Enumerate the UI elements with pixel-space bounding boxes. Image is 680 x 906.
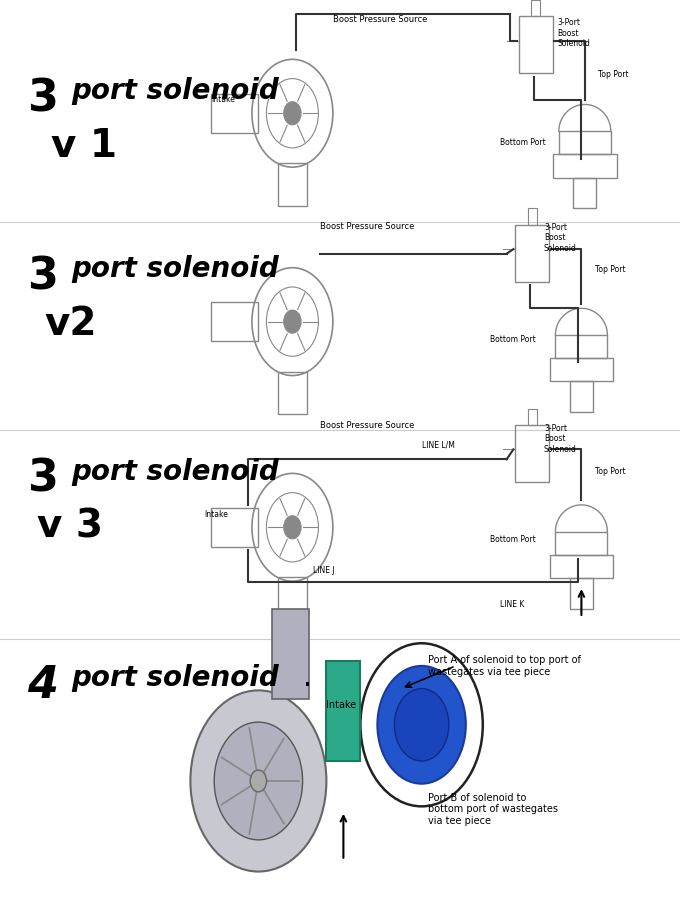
Text: 3: 3 xyxy=(27,458,58,500)
Circle shape xyxy=(377,666,466,784)
Bar xyxy=(573,178,596,208)
Bar xyxy=(556,335,607,358)
Bar xyxy=(278,577,307,620)
Text: port solenoid: port solenoid xyxy=(71,664,279,692)
Text: 3: 3 xyxy=(27,255,58,298)
Bar xyxy=(570,578,593,609)
Bar xyxy=(531,0,540,16)
Bar xyxy=(553,155,617,178)
Circle shape xyxy=(394,689,449,761)
Text: v2: v2 xyxy=(44,305,97,343)
Circle shape xyxy=(284,101,301,125)
Circle shape xyxy=(190,690,326,872)
Bar xyxy=(278,371,307,414)
Text: Intake: Intake xyxy=(326,700,356,710)
Text: Boost Pressure Source: Boost Pressure Source xyxy=(333,15,428,24)
Text: Port B of solenoid to
bottom port of wastegates
via tee piece: Port B of solenoid to bottom port of was… xyxy=(428,793,558,826)
Bar xyxy=(549,359,613,381)
Bar xyxy=(515,225,549,282)
Bar xyxy=(278,163,307,206)
Bar xyxy=(559,131,611,154)
Bar xyxy=(528,409,537,425)
Text: Port A of solenoid to top port of
wastegates via tee piece: Port A of solenoid to top port of wasteg… xyxy=(428,655,581,677)
Bar xyxy=(211,303,258,341)
Text: v 1: v 1 xyxy=(51,127,117,165)
Circle shape xyxy=(284,516,301,539)
Text: port solenoid: port solenoid xyxy=(71,458,279,486)
Text: Boost Pressure Source: Boost Pressure Source xyxy=(320,222,414,231)
Bar xyxy=(211,94,258,132)
Text: LINE L/M: LINE L/M xyxy=(422,440,454,449)
Text: 3: 3 xyxy=(27,77,58,120)
Text: Intake: Intake xyxy=(211,95,235,104)
Bar xyxy=(211,508,258,546)
Text: port solenoid: port solenoid xyxy=(71,255,279,284)
Text: Top Port: Top Port xyxy=(598,70,629,79)
Bar xyxy=(556,532,607,554)
Text: 3-Port
Boost
Solenoid: 3-Port Boost Solenoid xyxy=(544,223,577,253)
Bar xyxy=(549,554,613,578)
Text: Top Port: Top Port xyxy=(595,467,626,476)
Text: 3-Port
Boost
Solenoid: 3-Port Boost Solenoid xyxy=(544,424,577,454)
Text: LINE K: LINE K xyxy=(500,600,524,609)
Text: Boost Pressure Source: Boost Pressure Source xyxy=(320,421,414,430)
Text: Bottom Port: Bottom Port xyxy=(490,535,535,544)
Text: v 3: v 3 xyxy=(37,507,103,545)
Bar xyxy=(570,381,593,412)
Bar xyxy=(515,425,549,482)
Circle shape xyxy=(250,770,267,792)
Text: 4: 4 xyxy=(27,664,58,707)
Text: port solenoid: port solenoid xyxy=(71,77,279,105)
Text: Top Port: Top Port xyxy=(595,265,626,274)
Text: Intake: Intake xyxy=(204,510,228,519)
Bar xyxy=(272,609,309,699)
Text: 3-Port
Boost
Solenoid: 3-Port Boost Solenoid xyxy=(558,18,590,48)
Circle shape xyxy=(284,310,301,333)
Text: LINE J: LINE J xyxy=(313,566,335,575)
Text: Bottom Port: Bottom Port xyxy=(500,138,545,147)
Circle shape xyxy=(214,722,303,840)
Bar xyxy=(326,661,360,761)
Text: Bottom Port: Bottom Port xyxy=(490,335,535,344)
Text: .: . xyxy=(303,664,311,692)
Bar xyxy=(519,16,552,73)
Bar xyxy=(528,208,537,225)
